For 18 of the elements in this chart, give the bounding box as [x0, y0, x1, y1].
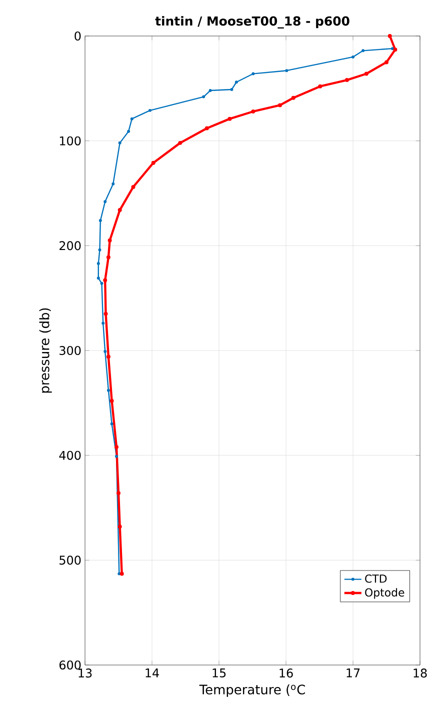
- chart-title: tintin / MooseT00_18 - p600: [155, 16, 350, 28]
- y-axis-title: pressure (db): [39, 308, 52, 393]
- y-tick-label: 100: [60, 136, 81, 146]
- x-tick-label: 13: [78, 668, 92, 678]
- x-tick-label: 16: [280, 668, 293, 678]
- y-tick-label: 0: [74, 31, 81, 41]
- y-tick-label: 300: [60, 346, 81, 356]
- x-tick-label: 15: [212, 668, 226, 678]
- y-tick-label: 500: [60, 556, 81, 565]
- x-axis-title: Temperature ($^{o}$C: [199, 684, 305, 697]
- x-tick-label: 14: [146, 668, 159, 678]
- legend-label: Optode: [365, 588, 404, 599]
- y-tick-label: 400: [59, 450, 81, 460]
- y-tick-label: 200: [60, 241, 81, 250]
- x-tick-label: 17: [346, 668, 360, 678]
- x-tick-label: 18: [414, 668, 427, 678]
- y-tick-label: 600: [59, 660, 81, 670]
- legend-label: CTD: [365, 574, 387, 583]
